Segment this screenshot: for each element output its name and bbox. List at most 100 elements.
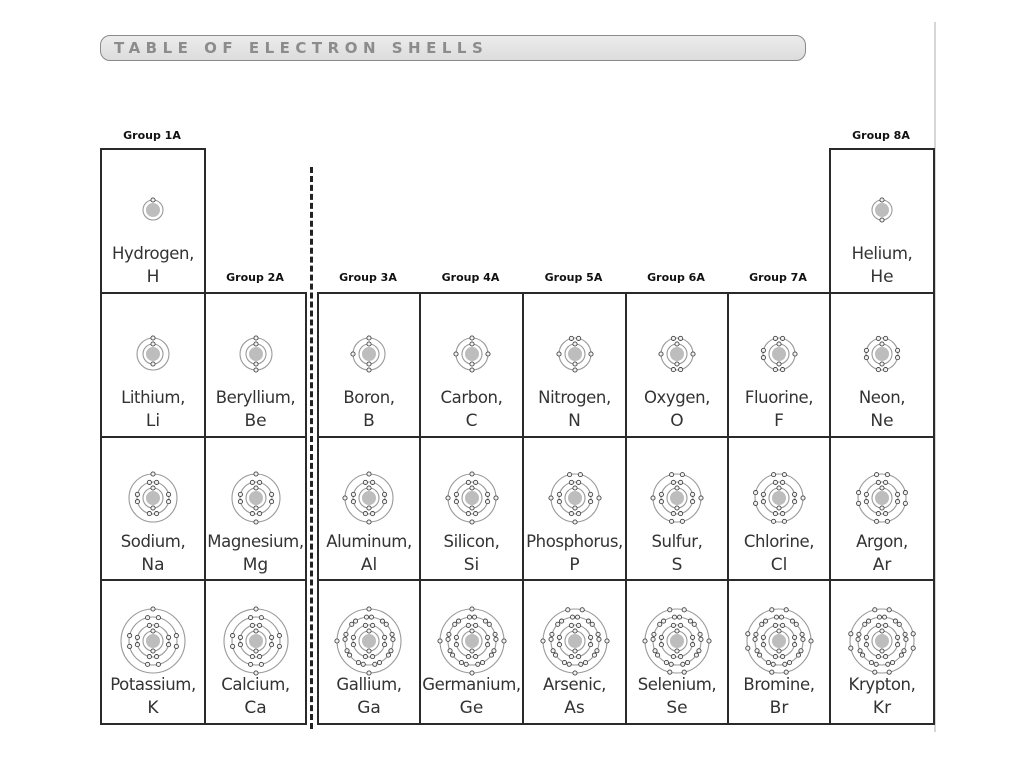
electron <box>349 621 355 627</box>
electron <box>765 660 772 666</box>
electron <box>150 485 156 491</box>
electron <box>697 631 703 637</box>
electron <box>463 661 469 667</box>
electron <box>360 661 366 667</box>
electron <box>571 367 578 373</box>
electron <box>252 471 259 477</box>
electron <box>895 355 901 361</box>
electron <box>556 642 562 648</box>
element-symbol: Ne <box>870 411 894 431</box>
electron <box>884 472 890 478</box>
electron <box>472 622 478 628</box>
element-symbol: Li <box>145 411 161 431</box>
element-name: Fluorine, <box>744 388 814 407</box>
electron <box>857 648 863 654</box>
electron <box>678 367 684 373</box>
electron <box>484 499 490 505</box>
electron <box>875 654 881 660</box>
electron <box>237 491 243 497</box>
electron <box>681 607 687 613</box>
electron <box>706 638 712 644</box>
electron <box>872 669 878 675</box>
electron <box>492 631 498 637</box>
electron <box>856 631 862 637</box>
electron <box>678 479 684 485</box>
electron <box>883 479 889 485</box>
atom-diagram-be <box>238 335 273 373</box>
electron <box>587 499 593 505</box>
electron-shell <box>238 624 273 658</box>
element-name: Nitrogen, <box>538 388 611 407</box>
atom-diagram-cl <box>753 472 806 524</box>
electron <box>150 471 156 477</box>
electron <box>547 495 554 501</box>
electron <box>134 491 140 497</box>
electron <box>776 361 782 367</box>
electron <box>237 499 243 505</box>
electron <box>875 335 881 341</box>
electron <box>879 217 885 223</box>
electron-shell <box>136 624 170 658</box>
electron <box>465 479 471 485</box>
electron <box>661 618 667 624</box>
electron <box>382 634 388 640</box>
electron <box>382 499 388 505</box>
electron <box>252 670 259 676</box>
element-name: Oxygen, <box>643 388 711 407</box>
electron <box>582 660 588 666</box>
electron <box>875 511 881 517</box>
electron <box>895 642 901 648</box>
electron <box>670 622 676 628</box>
electron <box>792 499 798 505</box>
electron <box>585 618 591 624</box>
electron <box>444 495 451 501</box>
electron <box>366 341 372 347</box>
electron <box>678 335 684 341</box>
nucleus <box>248 491 263 505</box>
element-cell-sodium: Sodium, Na <box>100 436 206 581</box>
electron <box>875 479 881 485</box>
electron-shell <box>454 624 489 658</box>
electron <box>447 648 453 654</box>
electron <box>863 642 869 648</box>
electron <box>150 361 156 367</box>
electron <box>150 628 156 634</box>
electron <box>353 618 359 624</box>
electron <box>901 648 907 654</box>
electron <box>370 511 376 517</box>
electron <box>679 472 685 478</box>
element-symbol: N <box>568 411 581 431</box>
nucleus <box>464 634 479 648</box>
group-label-8a: Group 8A <box>852 129 910 142</box>
electron <box>258 615 264 621</box>
electron <box>780 622 786 628</box>
element-name: Gallium, <box>336 675 402 694</box>
electron <box>669 518 675 524</box>
electron <box>366 670 372 676</box>
electron <box>268 642 274 648</box>
element-name: Carbon, <box>440 388 503 407</box>
nucleus <box>146 491 160 505</box>
nucleus <box>772 347 786 361</box>
electron <box>568 479 574 485</box>
atom-diagram-f <box>760 335 798 373</box>
electron-shell <box>660 481 694 515</box>
element-name: Helium, <box>851 244 913 263</box>
element-cell-hydrogen: Hydrogen, H <box>100 148 206 294</box>
electron <box>650 636 656 642</box>
electron <box>249 479 255 485</box>
electron <box>575 622 581 628</box>
electron <box>268 499 274 505</box>
electron <box>696 648 702 654</box>
element-cell-germanium: Germanium, Ge <box>419 579 524 725</box>
electron <box>370 479 376 485</box>
electron <box>472 479 478 485</box>
electron <box>155 661 161 667</box>
electron <box>482 618 488 624</box>
electron <box>691 621 697 627</box>
electron <box>492 636 498 642</box>
electron <box>910 645 916 651</box>
electron <box>466 614 472 620</box>
electron <box>780 335 786 341</box>
electron <box>468 606 475 612</box>
